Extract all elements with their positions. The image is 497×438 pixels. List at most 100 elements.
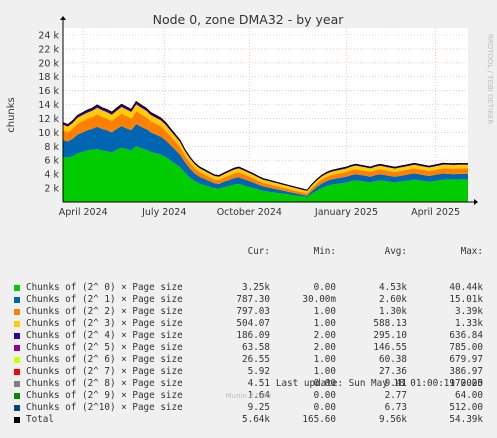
- legend-swatch: [14, 405, 20, 411]
- chart: Node 0, zone DMA32 - by year chunks 2 k 4…: [6, 12, 478, 218]
- y-tick-label: 22 k: [38, 44, 59, 55]
- legend-avg: 2.77: [384, 390, 407, 401]
- legend-swatch: [14, 285, 20, 291]
- legend-min: 2.00: [313, 330, 336, 341]
- legend-label: Total: [26, 414, 54, 425]
- legend-avg: 6.73: [384, 402, 407, 413]
- header-min: Min:: [313, 246, 336, 257]
- legend-avg: 4.53k: [379, 282, 407, 293]
- legend-max: 170.00: [449, 378, 483, 389]
- y-tick-label: 10 k: [38, 128, 59, 139]
- legend-cur: 4.51: [247, 378, 270, 389]
- series-area: [63, 111, 468, 196]
- legend-max: 679.97: [449, 354, 483, 365]
- munin-version: Munin 2.0.73: [225, 392, 272, 400]
- legend-avg: 588.13: [373, 318, 407, 329]
- legend-swatch: [14, 357, 20, 363]
- legend-label: Chunks of (2^ 9) × Page size: [26, 390, 183, 401]
- legend-max: 15.01k: [449, 294, 483, 305]
- legend-max: 40.44k: [449, 282, 483, 293]
- plot-area: 2 k 4 k 6 k 8 k 10 k 12 k 14 k 16 k 18 k 20 k 22 k…: [38, 16, 478, 218]
- legend-label: Chunks of (2^ 8) × Page size: [26, 378, 183, 389]
- legend-header: Cur: Min: Avg: Max:: [14, 246, 483, 258]
- legend-min: 30.00m: [302, 294, 336, 305]
- legend-swatch: [14, 321, 20, 327]
- legend-max: 512.00: [449, 402, 483, 413]
- legend-min: 1.00: [313, 306, 336, 317]
- y-tick-label: 2 k: [44, 184, 59, 195]
- header-max: Max:: [460, 246, 483, 257]
- legend-row: Chunks of (2^ 8) × Page size 4.51 0.00 9.41…: [14, 378, 483, 390]
- x-tick-label: April 2025: [411, 207, 460, 218]
- legend-max: 636.84: [449, 330, 483, 341]
- legend-label: Chunks of (2^ 0) × Page size: [26, 282, 183, 293]
- legend-label: Chunks of (2^ 4) × Page size: [26, 330, 183, 341]
- legend-row: Chunks of (2^ 9) × Page size 1.64 0.00 2.77…: [14, 390, 483, 402]
- legend-avg: 1.30k: [379, 306, 407, 317]
- legend-avg: 295.10: [373, 330, 407, 341]
- legend-max: 386.97: [449, 366, 483, 377]
- legend-label: Chunks of (2^ 6) × Page size: [26, 354, 183, 365]
- x-axis-arrow: [474, 199, 478, 205]
- legend-row: Chunks of (2^ 3) × Page size 504.07 1.00 58…: [14, 318, 483, 330]
- legend-row: Chunks of (2^ 7) × Page size 5.92 1.00 27.3…: [14, 366, 483, 378]
- legend-row: Chunks of (2^ 2) × Page size 797.03 1.00 1.…: [14, 306, 483, 318]
- legend-min: 1.00: [313, 354, 336, 365]
- legend-avg: 60.38: [379, 354, 407, 365]
- legend-cur: 1.64: [247, 390, 270, 401]
- header-avg: Avg:: [384, 246, 407, 257]
- legend-cur: 787.30: [236, 294, 270, 305]
- legend-swatch: [14, 417, 20, 423]
- legend-min: 0.00: [313, 378, 336, 389]
- y-axis-label: chunks: [6, 97, 17, 133]
- legend-min: 0.00: [313, 390, 336, 401]
- y-tick-label: 20 k: [38, 58, 59, 69]
- legend-min: 0.00: [313, 282, 336, 293]
- series-area: [63, 146, 468, 202]
- y-tick-label: 4 k: [44, 170, 59, 181]
- legend-swatch: [14, 333, 20, 339]
- legend-max: 785.00: [449, 342, 483, 353]
- y-tick-label: 12 k: [38, 114, 59, 125]
- legend-swatch: [14, 345, 20, 351]
- legend-label: Chunks of (2^ 3) × Page size: [26, 318, 183, 329]
- legend-cur: 26.55: [242, 354, 270, 365]
- legend-swatch: [14, 381, 20, 387]
- legend-avg: 2.60k: [379, 294, 407, 305]
- legend-swatch: [14, 393, 20, 399]
- legend-avg: 146.55: [373, 342, 407, 353]
- legend-row: Chunks of (2^ 6) × Page size 26.55 1.00 60.…: [14, 354, 483, 366]
- legend-row: Chunks of (2^ 0) × Page size 3.25k 0.00 4.5…: [14, 282, 483, 294]
- legend-row: Chunks of (2^ 4) × Page size 186.09 2.00 29…: [14, 330, 483, 342]
- y-tick-label: 16 k: [38, 86, 59, 97]
- legend-cur: 3.25k: [242, 282, 270, 293]
- legend-row: Chunks of (2^ 1) × Page size 787.30 30.00m…: [14, 294, 483, 306]
- legend-swatch: [14, 309, 20, 315]
- legend-cur: 63.58: [242, 342, 270, 353]
- legend-min: 1.00: [313, 318, 336, 329]
- legend-label: Chunks of (2^10) × Page size: [26, 402, 183, 413]
- y-tick-label: 14 k: [38, 100, 59, 111]
- series-area: [63, 101, 468, 191]
- legend-cur: 5.92: [247, 366, 270, 377]
- legend-swatch: [14, 369, 20, 375]
- legend-cur: 5.64k: [242, 414, 270, 425]
- legend-max: 3.39k: [455, 306, 483, 317]
- y-tick-label: 24 k: [38, 30, 59, 41]
- y-tick-label: 6 k: [44, 156, 59, 167]
- last-update: Last update: Sun May 18 01:00:19 2025: [275, 378, 483, 389]
- legend-cur: 504.07: [236, 318, 270, 329]
- legend-min: 1.00: [313, 366, 336, 377]
- x-tick-label: October 2024: [217, 207, 282, 218]
- legend-row: Total 5.64k 165.60 9.56k 54.39k: [14, 414, 483, 426]
- legend-min: 2.00: [313, 342, 336, 353]
- legend-avg: 9.41: [384, 378, 407, 389]
- legend-min: 0.00: [313, 402, 336, 413]
- x-tick-label: April 2024: [59, 207, 108, 218]
- total-line: [62, 100, 468, 191]
- rrdtool-credit: RRDTOOL / TOBI OETIKER: [486, 34, 494, 125]
- legend-swatch: [14, 297, 20, 303]
- legend-label: Chunks of (2^ 1) × Page size: [26, 294, 183, 305]
- y-tick-label: 8 k: [44, 142, 59, 153]
- legend-row: Chunks of (2^ 5) × Page size 63.58 2.00 146…: [14, 342, 483, 354]
